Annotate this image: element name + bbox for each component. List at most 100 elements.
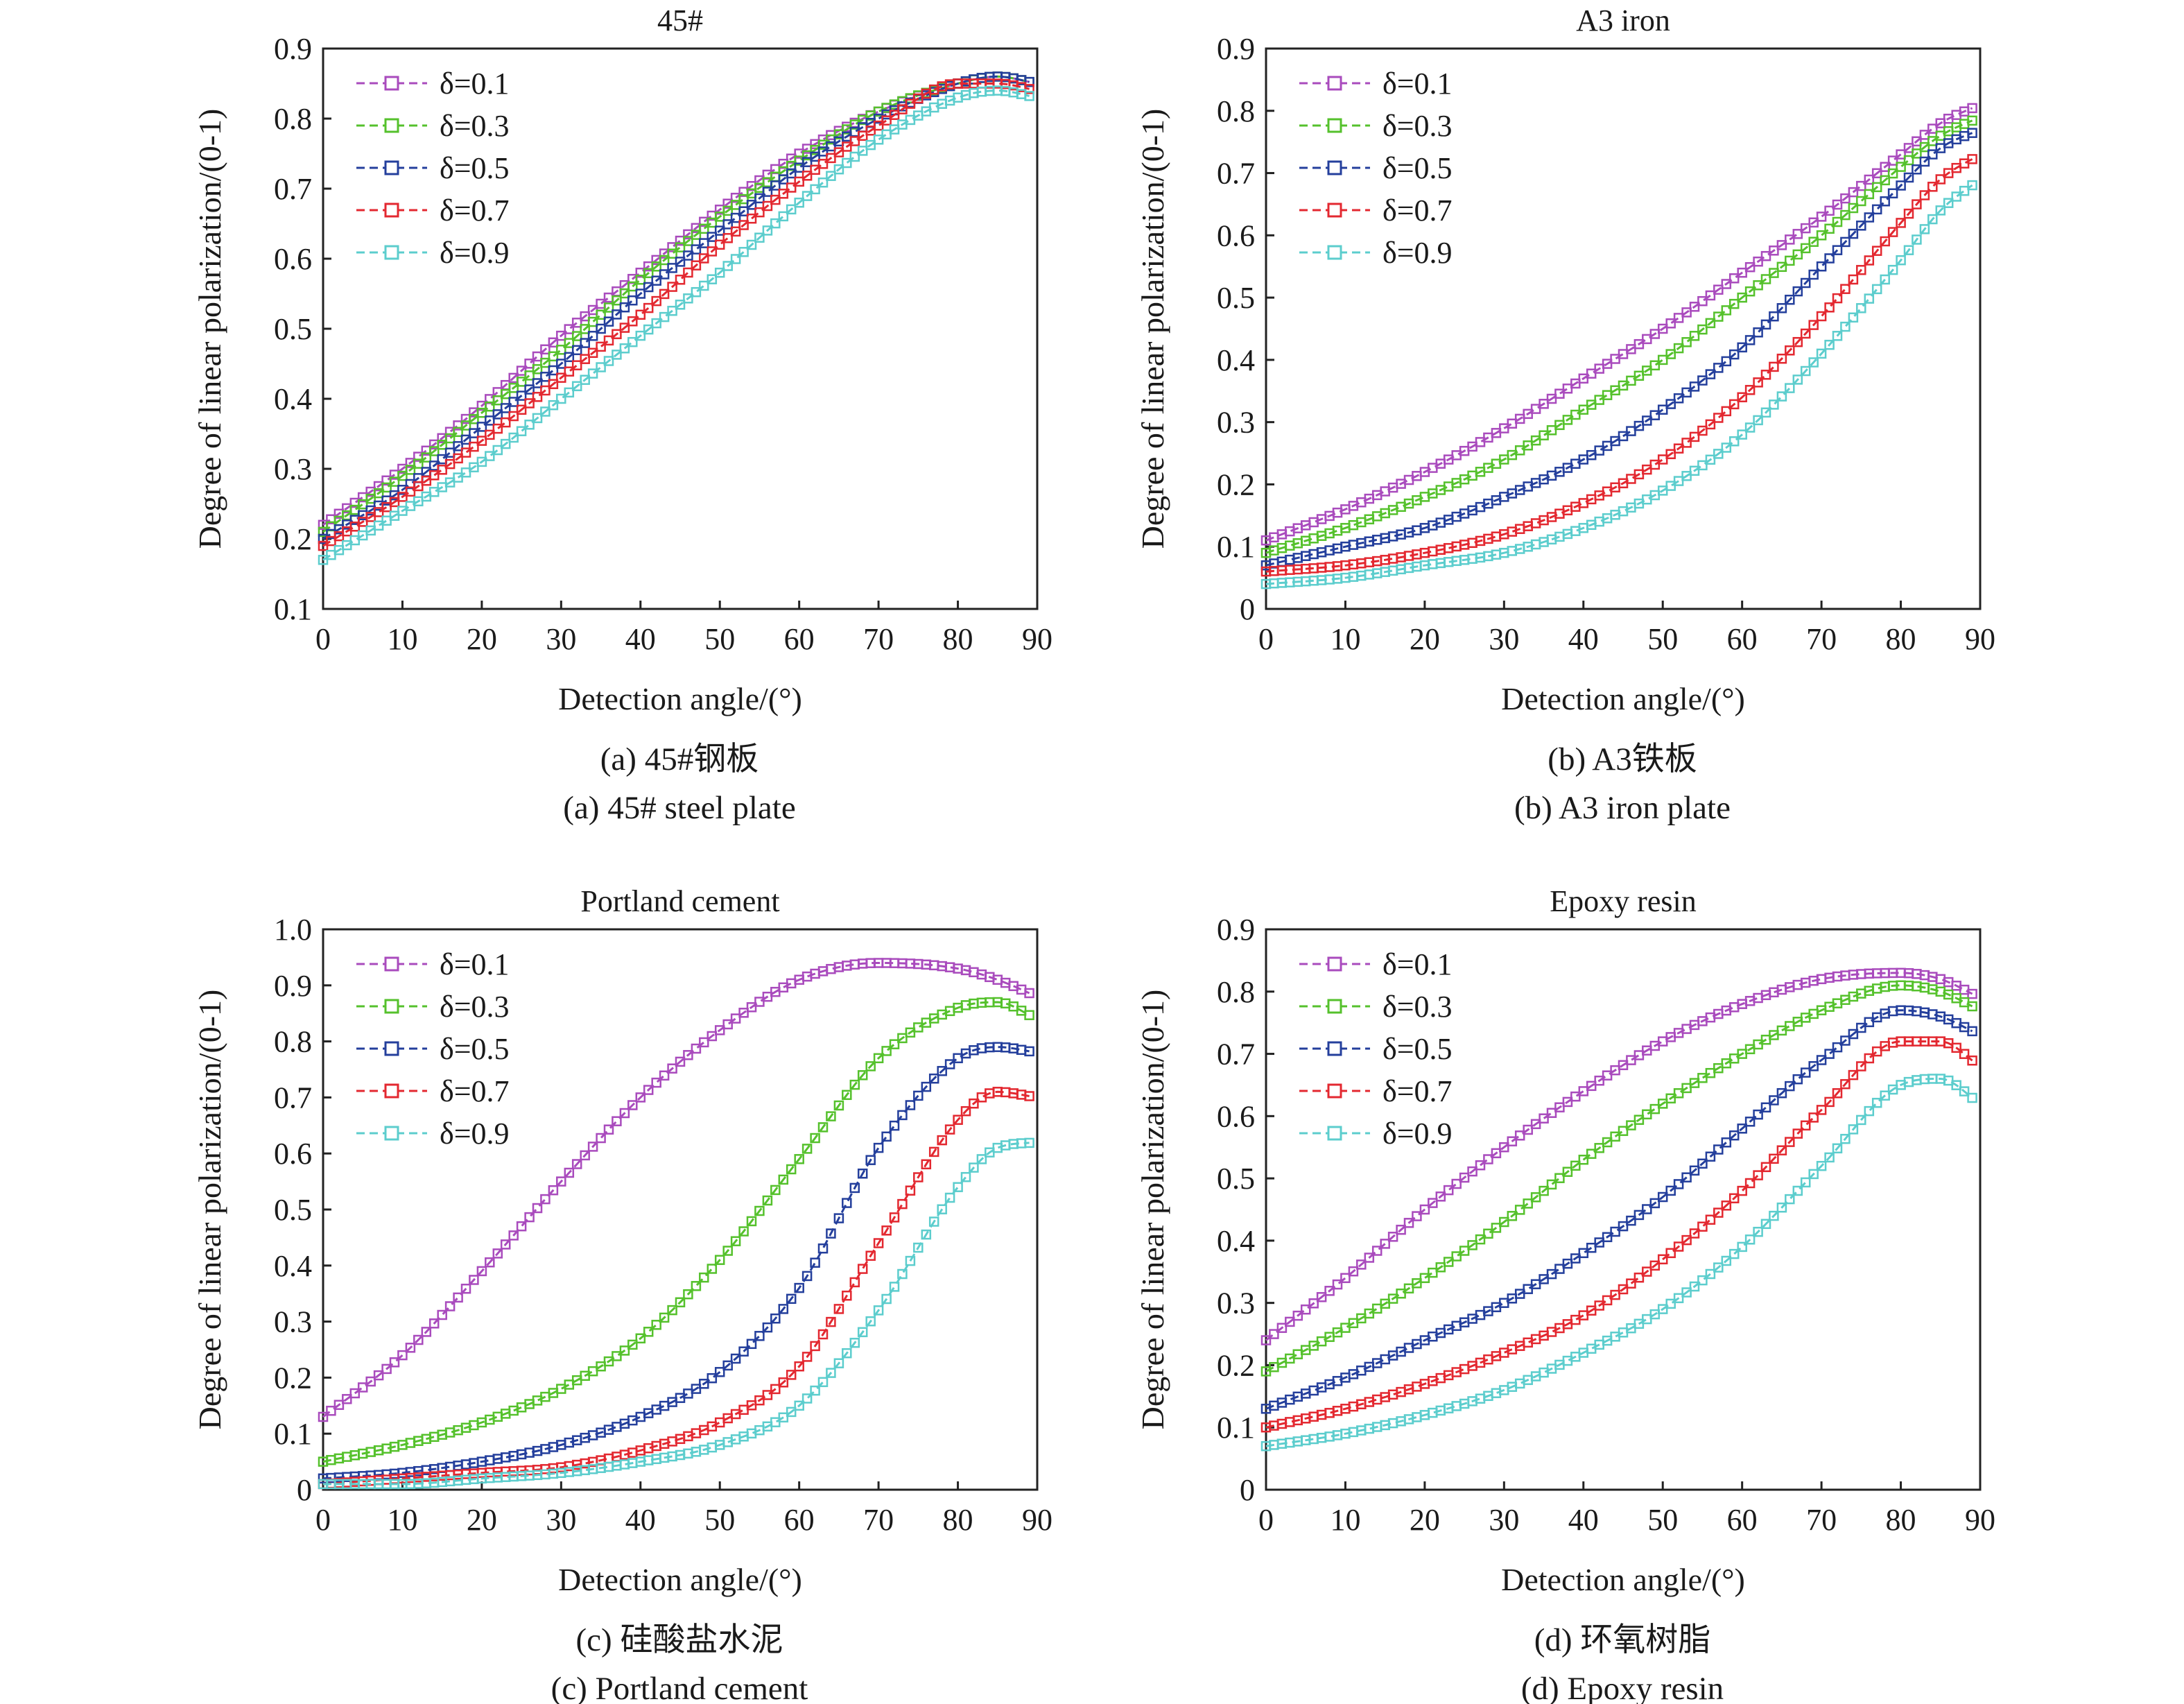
x-tick-label: 80 bbox=[1886, 1503, 1916, 1537]
x-tick-label: 90 bbox=[1022, 622, 1052, 656]
legend-label: δ=0.1 bbox=[1383, 67, 1453, 101]
legend-label: δ=0.5 bbox=[440, 151, 510, 185]
legend-swatch-marker bbox=[385, 162, 398, 174]
x-tick-label: 60 bbox=[784, 1503, 815, 1537]
legend-swatch-marker bbox=[1328, 77, 1341, 89]
y-axis-label-d: Degree of linear polarization/(0-1) bbox=[1135, 990, 1170, 1430]
x-tick-label: 20 bbox=[1410, 622, 1440, 656]
x-axis-label-a: Detection angle/(°) bbox=[558, 681, 802, 716]
y-axis-label-c: Degree of linear polarization/(0-1) bbox=[192, 990, 227, 1430]
legend-label: δ=0.3 bbox=[440, 109, 510, 143]
figure-background bbox=[0, 0, 2184, 1704]
x-tick-label: 90 bbox=[1965, 1503, 1995, 1537]
x-tick-label: 80 bbox=[943, 622, 973, 656]
y-tick-label: 0.9 bbox=[274, 969, 312, 1003]
y-tick-label: 0.4 bbox=[274, 382, 312, 416]
y-tick-label: 0.3 bbox=[1217, 1286, 1255, 1320]
y-tick-label: 0.1 bbox=[1217, 1411, 1255, 1445]
x-tick-label: 30 bbox=[1489, 1503, 1519, 1537]
x-tick-label: 50 bbox=[704, 1503, 735, 1537]
x-tick-label: 0 bbox=[1258, 1503, 1274, 1537]
y-tick-label: 0.4 bbox=[1217, 1224, 1255, 1258]
y-tick-label: 0.2 bbox=[1217, 1348, 1255, 1382]
legend-swatch-marker bbox=[385, 1000, 398, 1013]
x-tick-label: 90 bbox=[1022, 1503, 1052, 1537]
legend-swatch-marker bbox=[385, 958, 398, 970]
x-tick-label: 70 bbox=[863, 622, 894, 656]
caption-c-en: (c) Portland cement bbox=[551, 1671, 808, 1704]
y-tick-label: 0.7 bbox=[274, 1081, 312, 1115]
legend-label: δ=0.9 bbox=[1383, 1117, 1453, 1151]
legend-label: δ=0.3 bbox=[1383, 109, 1453, 143]
x-axis-label-d: Detection angle/(°) bbox=[1501, 1562, 1745, 1597]
y-tick-label: 0 bbox=[1240, 592, 1255, 626]
legend-swatch-marker bbox=[385, 204, 398, 216]
legend-swatch-marker bbox=[385, 1085, 398, 1097]
x-tick-label: 40 bbox=[1568, 622, 1599, 656]
x-tick-label: 40 bbox=[625, 622, 656, 656]
legend-swatch-marker bbox=[385, 119, 398, 132]
legend-label: δ=0.7 bbox=[440, 1074, 510, 1108]
x-tick-label: 40 bbox=[1568, 1503, 1599, 1537]
legend-swatch-marker bbox=[1328, 162, 1341, 174]
y-tick-label: 1.0 bbox=[274, 913, 312, 947]
y-tick-label: 0.9 bbox=[1217, 913, 1255, 947]
y-tick-label: 0.5 bbox=[1217, 281, 1255, 315]
legend-swatch-marker bbox=[1328, 958, 1341, 970]
legend-swatch-marker bbox=[385, 1127, 398, 1139]
legend-label: δ=0.9 bbox=[1383, 236, 1453, 270]
y-axis-label-b: Degree of linear polarization/(0-1) bbox=[1135, 109, 1170, 549]
y-tick-label: 0.1 bbox=[1217, 530, 1255, 564]
caption-b-en: (b) A3 iron plate bbox=[1514, 790, 1731, 826]
y-tick-label: 0.9 bbox=[1217, 32, 1255, 66]
caption-d-cn: (d) 环氧树脂 bbox=[1534, 1622, 1711, 1658]
x-tick-label: 40 bbox=[625, 1503, 656, 1537]
legend-swatch-marker bbox=[1328, 119, 1341, 132]
legend-swatch-marker bbox=[385, 77, 398, 89]
legend-swatch-marker bbox=[1328, 204, 1341, 216]
legend-label: δ=0.1 bbox=[1383, 947, 1453, 981]
legend-label: δ=0.3 bbox=[1383, 990, 1453, 1024]
legend-label: δ=0.3 bbox=[440, 990, 510, 1024]
x-tick-label: 20 bbox=[467, 622, 497, 656]
x-tick-label: 60 bbox=[784, 622, 815, 656]
x-tick-label: 20 bbox=[467, 1503, 497, 1537]
y-tick-label: 0.8 bbox=[1217, 975, 1255, 1009]
y-tick-label: 0.9 bbox=[274, 32, 312, 66]
x-tick-label: 10 bbox=[387, 622, 417, 656]
x-tick-label: 0 bbox=[1258, 622, 1274, 656]
legend-swatch-marker bbox=[1328, 1127, 1341, 1139]
y-tick-label: 0.4 bbox=[274, 1249, 312, 1283]
y-tick-label: 0.8 bbox=[274, 1025, 312, 1059]
y-tick-label: 0.4 bbox=[1217, 343, 1255, 377]
caption-c-cn: (c) 硅酸盐水泥 bbox=[576, 1622, 783, 1658]
caption-b-cn: (b) A3铁板 bbox=[1548, 741, 1697, 777]
y-axis-label-a: Degree of linear polarization/(0-1) bbox=[192, 109, 227, 549]
caption-a-en: (a) 45# steel plate bbox=[563, 790, 795, 826]
y-tick-label: 0.2 bbox=[274, 522, 312, 556]
x-tick-label: 80 bbox=[1886, 622, 1916, 656]
y-tick-label: 0 bbox=[1240, 1473, 1255, 1507]
legend-swatch-marker bbox=[385, 246, 398, 259]
x-tick-label: 30 bbox=[546, 1503, 576, 1537]
legend-label: δ=0.9 bbox=[440, 236, 510, 270]
x-tick-label: 80 bbox=[943, 1503, 973, 1537]
legend-swatch-marker bbox=[1328, 1042, 1341, 1055]
legend-swatch-marker bbox=[1328, 1000, 1341, 1013]
y-tick-label: 0.3 bbox=[274, 1305, 312, 1339]
y-tick-label: 0.3 bbox=[274, 452, 312, 486]
x-tick-label: 30 bbox=[1489, 622, 1519, 656]
caption-a-cn: (a) 45#钢板 bbox=[600, 741, 759, 777]
y-tick-label: 0.8 bbox=[1217, 94, 1255, 128]
legend-label: δ=0.1 bbox=[440, 67, 510, 101]
x-tick-label: 50 bbox=[704, 622, 735, 656]
x-tick-label: 10 bbox=[387, 1503, 417, 1537]
y-tick-label: 0.1 bbox=[274, 592, 312, 626]
chart-title-a: 45# bbox=[657, 3, 703, 37]
y-tick-label: 0.7 bbox=[1217, 1038, 1255, 1072]
y-tick-label: 0.7 bbox=[1217, 157, 1255, 191]
x-tick-label: 30 bbox=[546, 622, 576, 656]
x-tick-label: 0 bbox=[315, 1503, 331, 1537]
caption-d-en: (d) Epoxy resin bbox=[1521, 1671, 1724, 1704]
y-tick-label: 0.2 bbox=[274, 1361, 312, 1395]
